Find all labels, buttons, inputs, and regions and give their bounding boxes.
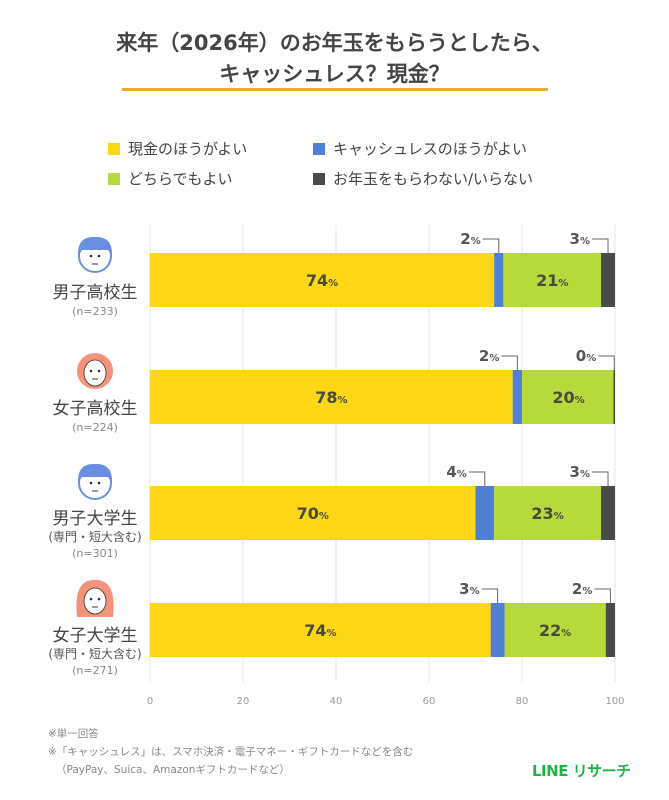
row-label: 女子高校生 (n=224) (40, 399, 150, 437)
eye (97, 369, 101, 373)
legend-swatch (108, 142, 120, 155)
title-line-1: 来年（2026年）のお年玉をもらうとしたら、 (116, 31, 553, 55)
eye (97, 481, 101, 485)
face (83, 587, 107, 615)
eye (89, 369, 93, 373)
x-tick-label: 0 (147, 696, 153, 707)
sample-size: (n=233) (72, 305, 118, 318)
x-tick-label: 20 (237, 696, 250, 707)
x-tick-label: 60 (423, 696, 436, 707)
row-label: 男子大学生 (専門・短大含む) (n=301) (40, 509, 150, 563)
x-tick-label: 100 (605, 696, 624, 707)
bar-segment (522, 370, 615, 424)
category-label: 女子大学生 (52, 626, 138, 646)
legend-label: お年玉をもらわない/いらない (333, 170, 534, 188)
leader-line (594, 588, 611, 603)
data-label: 74% (306, 271, 338, 290)
bar-segment (494, 486, 602, 540)
data-label: 0% (576, 347, 596, 365)
legend-swatch (313, 142, 325, 155)
bar-segment (494, 253, 504, 307)
data-label: 22% (539, 621, 571, 640)
bar-segment (490, 603, 505, 657)
bar-segment (150, 370, 513, 424)
eye (89, 597, 93, 601)
bar-segment (150, 486, 476, 540)
eye (89, 481, 93, 485)
bar-segment (475, 486, 495, 540)
data-label: 70% (297, 504, 329, 523)
category-label: 男子高校生 (52, 283, 138, 303)
bar-segment (601, 253, 615, 307)
legend-item-none: お年玉をもらわない/いらない (313, 168, 533, 189)
bar-segment (150, 253, 495, 307)
leader-line (482, 238, 500, 253)
leader-line (501, 355, 518, 370)
category-label: 女子高校生 (52, 399, 138, 419)
data-label: 2% (479, 347, 499, 365)
legend-label: どちらでもよい (128, 170, 233, 188)
legend-label: 現金のほうがよい (128, 140, 248, 158)
hair (77, 463, 113, 483)
data-label: 4% (446, 463, 466, 481)
title-line-2: キャッシュレス？現金？ (219, 62, 450, 86)
data-label: 20% (552, 388, 584, 407)
x-tick-label: 40 (330, 696, 343, 707)
hair (77, 236, 113, 256)
sample-size: (n=271) (72, 664, 118, 677)
legend-item-cash: 現金のほうがよい (108, 138, 247, 159)
title-underline (122, 88, 548, 91)
note-1: ※単一回答 (48, 728, 99, 740)
line-research-logo: LINE リサーチ (532, 762, 631, 780)
data-label: 78% (315, 388, 347, 407)
data-label: 3% (459, 580, 479, 598)
x-tick-label: 80 (516, 696, 529, 707)
data-label: 74% (304, 621, 336, 640)
data-label: 2% (460, 230, 480, 248)
eye (97, 254, 101, 258)
bar-segment (150, 603, 491, 657)
legend-item-cashless: キャッシュレスのほうがよい (313, 138, 527, 159)
row-label: 女子大学生 (専門・短大含む) (n=271) (40, 626, 150, 680)
legend-swatch (108, 172, 120, 185)
note-2: ※「キャッシュレス」は、スマホ決済・電子マネー・ギフトカードなどを含む (48, 746, 414, 758)
data-label: 3% (570, 463, 590, 481)
bar-segment (605, 603, 615, 657)
data-label: 2% (572, 580, 592, 598)
row-label: 男子高校生 (n=233) (40, 283, 150, 321)
bar-segment (601, 486, 615, 540)
bar-segment (512, 370, 522, 424)
category-sublabel: (専門・短大含む) (48, 647, 142, 661)
data-label: 23% (531, 504, 563, 523)
bar-segment (503, 253, 602, 307)
leader-line (468, 471, 486, 486)
bar-segment (504, 603, 606, 657)
eye (97, 597, 101, 601)
category-label: 男子大学生 (52, 509, 138, 529)
category-sublabel: (専門・短大含む) (48, 530, 142, 544)
leader-line (598, 355, 615, 370)
leader-line (592, 471, 609, 486)
face (83, 359, 107, 387)
data-label: 3% (570, 230, 590, 248)
sample-size: (n=301) (72, 547, 118, 560)
eye (89, 254, 93, 258)
legend-label: キャッシュレスのほうがよい (333, 140, 527, 158)
sample-size: (n=224) (72, 421, 118, 434)
legend-swatch (313, 172, 325, 185)
leader-line (592, 238, 609, 253)
legend-item-either: どちらでもよい (108, 168, 233, 189)
chart-title: 来年（2026年）のお年玉をもらうとしたら、 キャッシュレス？現金？ (0, 28, 669, 90)
note-3: （PayPay、Suica、Amazonギフトカードなど） (56, 764, 290, 776)
leader-line (481, 588, 499, 603)
bar-segment (613, 370, 615, 424)
data-label: 21% (536, 271, 568, 290)
